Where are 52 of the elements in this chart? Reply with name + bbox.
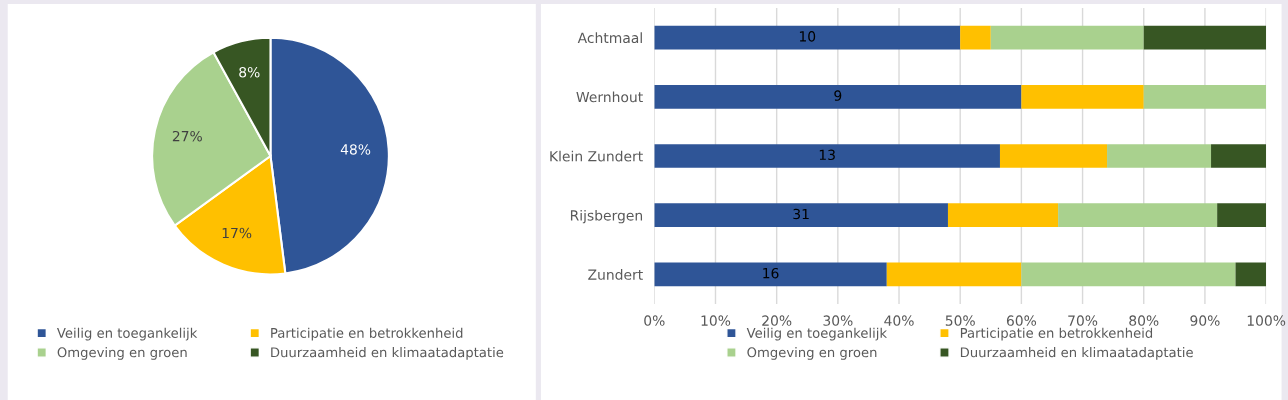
annotation: 9	[834, 90, 842, 101]
legend-label: Participatie en betrokkenheid	[271, 327, 463, 341]
x-tick-label: 0%	[644, 315, 665, 326]
bar	[1235, 262, 1267, 287]
y-tick-label: Zundert	[588, 269, 643, 280]
legend-label: Omgeving en groen	[57, 347, 187, 360]
bar	[1143, 25, 1267, 50]
bar	[654, 262, 887, 287]
bar	[654, 203, 948, 228]
x-tick-label: 70%	[1068, 315, 1098, 326]
bar	[1143, 84, 1267, 109]
bar	[1211, 144, 1267, 168]
bar	[886, 262, 1022, 287]
bar	[960, 25, 991, 50]
legend-label: Participatie en betrokkenheid	[960, 327, 1153, 341]
x-tick-label: 100%	[1247, 315, 1286, 326]
x-tick-label: 40%	[884, 315, 914, 326]
bar	[1217, 203, 1267, 228]
bar	[1058, 203, 1218, 228]
x-tick-label: 30%	[823, 315, 853, 326]
data-label: 27%	[172, 130, 202, 142]
legend-label: Veilig en toegankelijk	[56, 327, 198, 341]
annotation: 10	[799, 31, 816, 42]
legend-label: Duurzaamheid en klimaatadaptatie	[271, 347, 504, 360]
x-tick-label: 50%	[945, 315, 975, 326]
legend-label: Omgeving en groen	[747, 347, 877, 360]
y-tick-label: Rijsbergen	[570, 209, 643, 224]
bar	[990, 25, 1144, 50]
legend-label: Duurzaamheid en klimaatadaptatie	[960, 347, 1193, 360]
y-tick-label: Klein Zundert	[550, 150, 643, 162]
x-tick-label: 20%	[762, 315, 792, 326]
x-tick-label: 60%	[1006, 315, 1037, 326]
bar	[1107, 144, 1212, 168]
bar	[999, 144, 1108, 168]
data-label: 8%	[239, 66, 260, 78]
bar	[654, 25, 961, 50]
x-tick-label: 90%	[1190, 315, 1220, 326]
data-label: 48%	[340, 144, 371, 155]
bar	[1021, 262, 1236, 287]
y-tick-label: Achtmaal	[577, 32, 642, 44]
annotation: 16	[763, 267, 779, 279]
annotation: 31	[793, 208, 809, 220]
bar	[1021, 84, 1144, 109]
x-tick-label: 80%	[1129, 315, 1159, 326]
data-label: 17%	[222, 227, 252, 239]
legend-label: Veilig en toegankelijk	[746, 327, 888, 341]
x-tick-label: 10%	[701, 315, 731, 326]
annotation: 13	[819, 149, 835, 161]
bar	[947, 203, 1059, 228]
y-tick-label: Wernhout	[576, 91, 643, 103]
bar	[654, 144, 1000, 168]
bar	[654, 84, 1022, 109]
